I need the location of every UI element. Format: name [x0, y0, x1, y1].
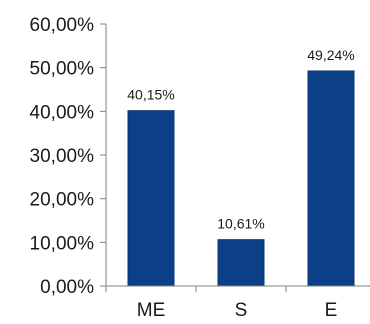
x-axis-ticks — [195, 286, 287, 292]
bars — [127, 70, 355, 287]
y-tick-label: 40,00% — [30, 102, 95, 123]
bar-e — [307, 70, 355, 287]
y-axis-ticks — [100, 23, 106, 287]
y-tick-label: 60,00% — [30, 15, 95, 36]
x-category-label: ME — [137, 300, 166, 321]
y-tick-label: 10,00% — [30, 233, 95, 254]
y-tick-label: 20,00% — [30, 190, 95, 211]
y-tick-label: 0,00% — [40, 277, 94, 298]
data-label: 10,61% — [217, 216, 264, 232]
y-tick-label: 50,00% — [30, 59, 95, 80]
data-label: 49,24% — [307, 47, 354, 63]
data-labels: 40,15% 10,61% 49,24% — [127, 47, 354, 232]
bar-me — [127, 110, 175, 287]
x-axis-labels: ME S E — [137, 300, 338, 321]
y-axis-labels: 0,00% 10,00% 20,00% 30,00% 40,00% 50,00% 60,00… — [30, 15, 95, 298]
bar-s — [217, 239, 265, 287]
x-category-label: S — [235, 300, 248, 321]
data-label: 40,15% — [127, 87, 174, 103]
y-tick-label: 30,00% — [30, 146, 95, 167]
x-category-label: E — [325, 300, 338, 321]
